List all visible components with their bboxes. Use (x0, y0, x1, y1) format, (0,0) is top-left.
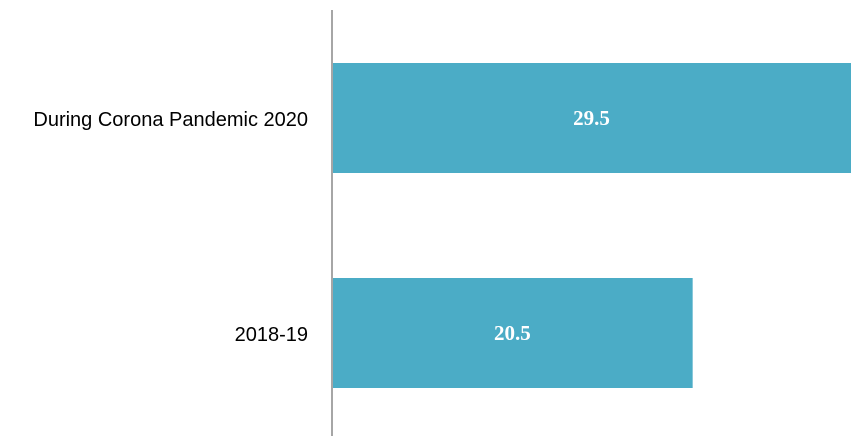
category-text: During Corona Pandemic 2020 (33, 109, 308, 131)
bar (333, 63, 851, 173)
category-text: 2018-19 (234, 324, 308, 346)
data-label: 20.5 (494, 321, 531, 345)
bar (333, 278, 693, 388)
category-label: During Corona Pandemic 2020 (0, 108, 308, 132)
data-label: 29.5 (573, 106, 610, 130)
category-label: 2018-19 (0, 323, 308, 347)
